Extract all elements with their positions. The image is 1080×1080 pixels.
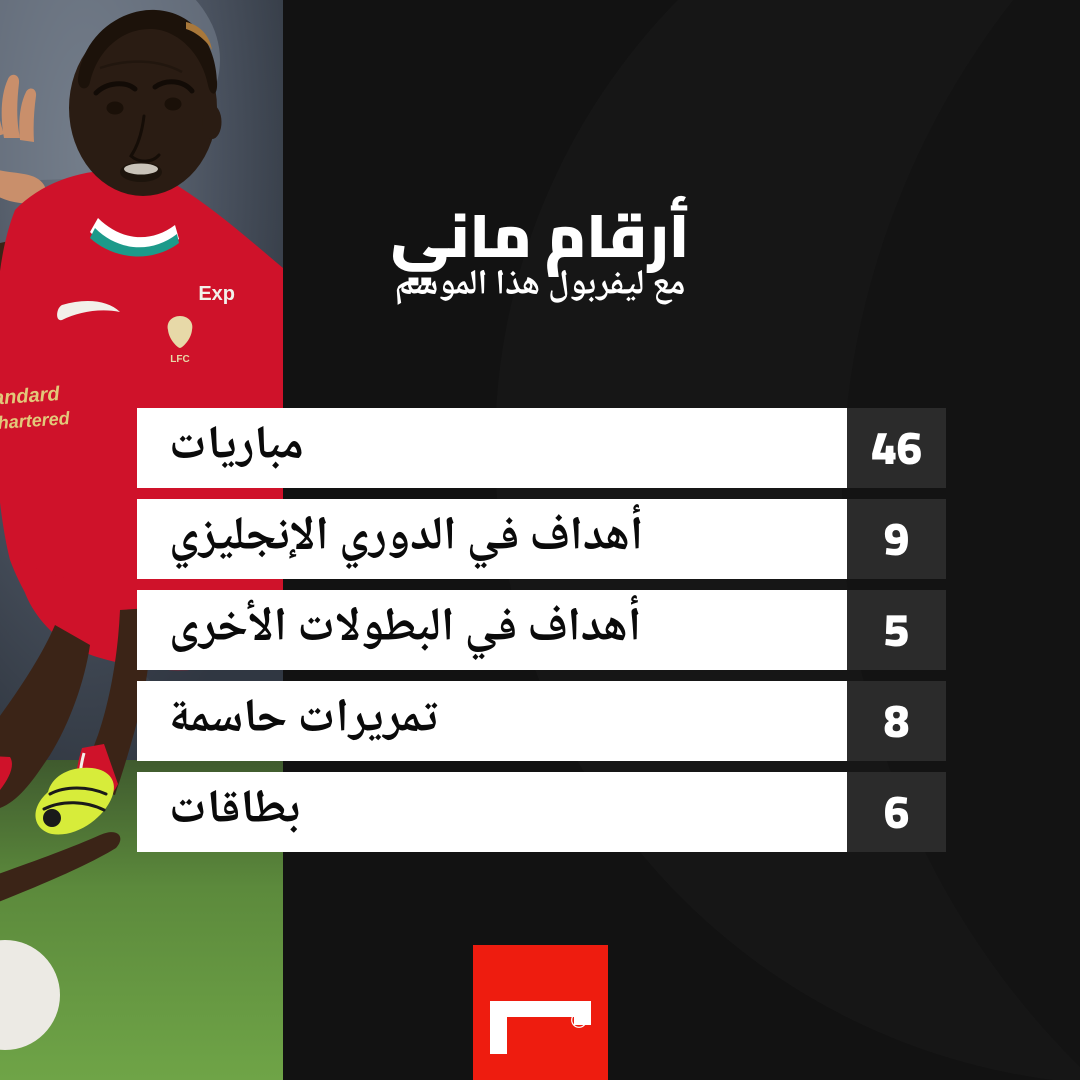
svg-text:Exp: Exp — [198, 283, 235, 305]
svg-text:TM: TM — [574, 1018, 583, 1025]
svg-text:LFC: LFC — [170, 354, 189, 365]
